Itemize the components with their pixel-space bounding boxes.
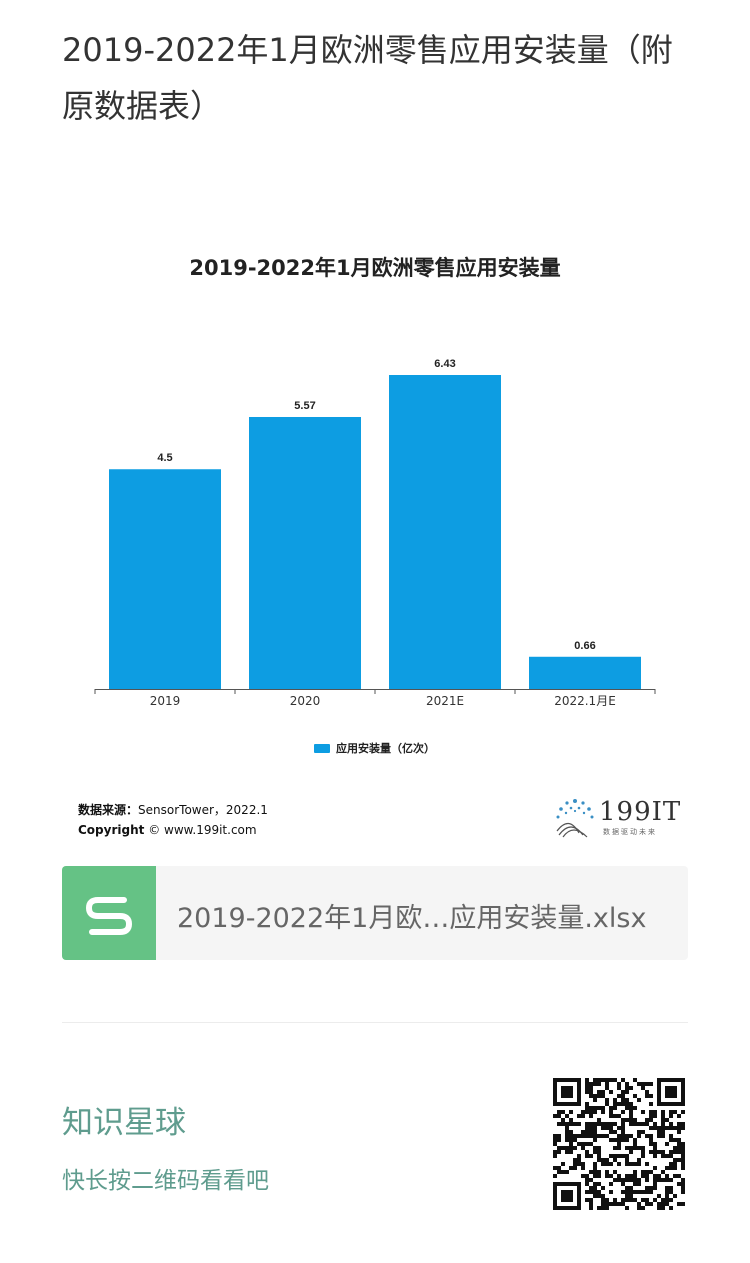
copyright-symbol: © [148,823,161,837]
promo-subtitle: 快长按二维码看看吧 [62,1168,269,1194]
bar [389,375,501,689]
logo-text: 199IT [599,797,682,827]
logo-tagline: 数据驱动未来 [603,828,657,836]
source-value: SensorTower，2022.1 [138,803,268,817]
199it-logo: 199IT 数据驱动未来 [553,795,683,840]
article-title: 2019-2022年1月欧洲零售应用安装量（附原数据表） [62,31,673,125]
bar [249,416,361,689]
chart-source: 数据来源：SensorTower，2022.1 Copyright © www.… [78,800,268,840]
x-tick-label: 2022.1月E [554,694,616,708]
bar-chart: 4.5 2019 5.57 2020 6.43 2021E 0.66 2022.1月E [94,358,656,708]
chart-legend: 应用安装量（亿次） [314,740,435,756]
promo-title: 知识星球 [62,1105,186,1141]
data-label: 6.43 [434,358,455,370]
data-label: 4.5 [157,452,172,464]
x-tick-label: 2021E [426,694,464,708]
qr-code-icon[interactable] [553,1078,685,1210]
bar [529,656,641,689]
copyright-label: Copyright [78,823,145,837]
chart-title: 2019-2022年1月欧洲零售应用安装量 [189,256,561,280]
source-label: 数据来源： [78,803,139,817]
divider [62,1022,688,1023]
spreadsheet-icon [62,866,156,960]
copyright-value: www.199it.com [164,823,257,837]
dandelion-icon [556,799,594,838]
x-tick-label: 2020 [290,694,321,708]
data-label: 5.57 [294,400,315,412]
x-tick-label: 2019 [150,694,181,708]
bar [109,469,221,689]
legend-label: 应用安装量（亿次） [336,742,435,755]
data-label: 0.66 [574,640,595,652]
attachment-filename[interactable]: 2019-2022年1月欧…应用安装量.xlsx [177,903,647,934]
chart-image: 4.5 2019 5.57 2020 6.43 2021E 0.66 2022.1月E 201… [0,230,750,850]
attachment-card[interactable]: 2019-2022年1月欧…应用安装量.xlsx [62,866,688,960]
legend-swatch [314,743,330,753]
